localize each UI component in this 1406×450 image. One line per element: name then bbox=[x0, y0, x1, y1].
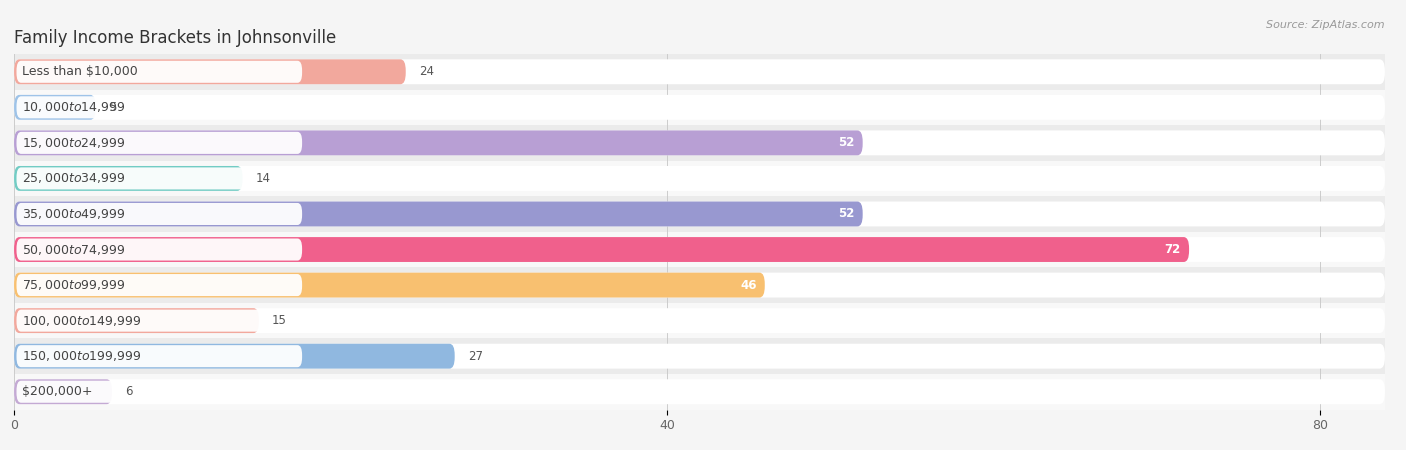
Bar bbox=[14, 161, 1385, 196]
FancyBboxPatch shape bbox=[14, 308, 259, 333]
FancyBboxPatch shape bbox=[14, 308, 1385, 333]
FancyBboxPatch shape bbox=[17, 203, 302, 225]
Text: Family Income Brackets in Johnsonville: Family Income Brackets in Johnsonville bbox=[14, 29, 336, 47]
Text: 27: 27 bbox=[468, 350, 482, 363]
Text: 52: 52 bbox=[838, 207, 855, 220]
Bar bbox=[14, 90, 1385, 125]
Bar bbox=[14, 125, 1385, 161]
FancyBboxPatch shape bbox=[14, 202, 1385, 226]
Text: 5: 5 bbox=[108, 101, 117, 114]
Text: 14: 14 bbox=[256, 172, 270, 185]
FancyBboxPatch shape bbox=[14, 130, 863, 155]
Text: 72: 72 bbox=[1164, 243, 1181, 256]
Bar bbox=[14, 374, 1385, 410]
Text: $35,000 to $49,999: $35,000 to $49,999 bbox=[22, 207, 125, 221]
Text: 15: 15 bbox=[271, 314, 287, 327]
Text: $75,000 to $99,999: $75,000 to $99,999 bbox=[22, 278, 125, 292]
Text: 24: 24 bbox=[419, 65, 434, 78]
FancyBboxPatch shape bbox=[14, 166, 1385, 191]
FancyBboxPatch shape bbox=[17, 96, 302, 118]
FancyBboxPatch shape bbox=[17, 345, 302, 367]
Bar bbox=[14, 338, 1385, 374]
FancyBboxPatch shape bbox=[17, 238, 302, 261]
FancyBboxPatch shape bbox=[14, 59, 406, 84]
Bar bbox=[14, 196, 1385, 232]
FancyBboxPatch shape bbox=[17, 61, 302, 83]
Text: 52: 52 bbox=[838, 136, 855, 149]
Text: 6: 6 bbox=[125, 385, 132, 398]
Text: $150,000 to $199,999: $150,000 to $199,999 bbox=[22, 349, 142, 363]
Text: Source: ZipAtlas.com: Source: ZipAtlas.com bbox=[1267, 20, 1385, 30]
FancyBboxPatch shape bbox=[17, 132, 302, 154]
FancyBboxPatch shape bbox=[14, 59, 1385, 84]
FancyBboxPatch shape bbox=[14, 202, 863, 226]
FancyBboxPatch shape bbox=[14, 95, 1385, 120]
Text: $50,000 to $74,999: $50,000 to $74,999 bbox=[22, 243, 125, 256]
FancyBboxPatch shape bbox=[14, 95, 96, 120]
Text: 46: 46 bbox=[740, 279, 756, 292]
Text: $100,000 to $149,999: $100,000 to $149,999 bbox=[22, 314, 142, 328]
FancyBboxPatch shape bbox=[17, 381, 302, 403]
Text: $15,000 to $24,999: $15,000 to $24,999 bbox=[22, 136, 125, 150]
FancyBboxPatch shape bbox=[14, 273, 1385, 297]
FancyBboxPatch shape bbox=[14, 344, 454, 369]
FancyBboxPatch shape bbox=[14, 130, 1385, 155]
FancyBboxPatch shape bbox=[14, 344, 1385, 369]
Bar bbox=[14, 303, 1385, 338]
Bar bbox=[14, 267, 1385, 303]
FancyBboxPatch shape bbox=[17, 310, 302, 332]
FancyBboxPatch shape bbox=[14, 237, 1189, 262]
FancyBboxPatch shape bbox=[17, 167, 302, 189]
FancyBboxPatch shape bbox=[14, 273, 765, 297]
Text: $25,000 to $34,999: $25,000 to $34,999 bbox=[22, 171, 125, 185]
Text: $10,000 to $14,999: $10,000 to $14,999 bbox=[22, 100, 125, 114]
FancyBboxPatch shape bbox=[14, 379, 1385, 404]
Bar bbox=[14, 232, 1385, 267]
FancyBboxPatch shape bbox=[14, 237, 1385, 262]
FancyBboxPatch shape bbox=[17, 274, 302, 296]
FancyBboxPatch shape bbox=[14, 166, 243, 191]
Bar bbox=[14, 54, 1385, 90]
FancyBboxPatch shape bbox=[14, 379, 112, 404]
Text: Less than $10,000: Less than $10,000 bbox=[22, 65, 138, 78]
Text: $200,000+: $200,000+ bbox=[22, 385, 93, 398]
